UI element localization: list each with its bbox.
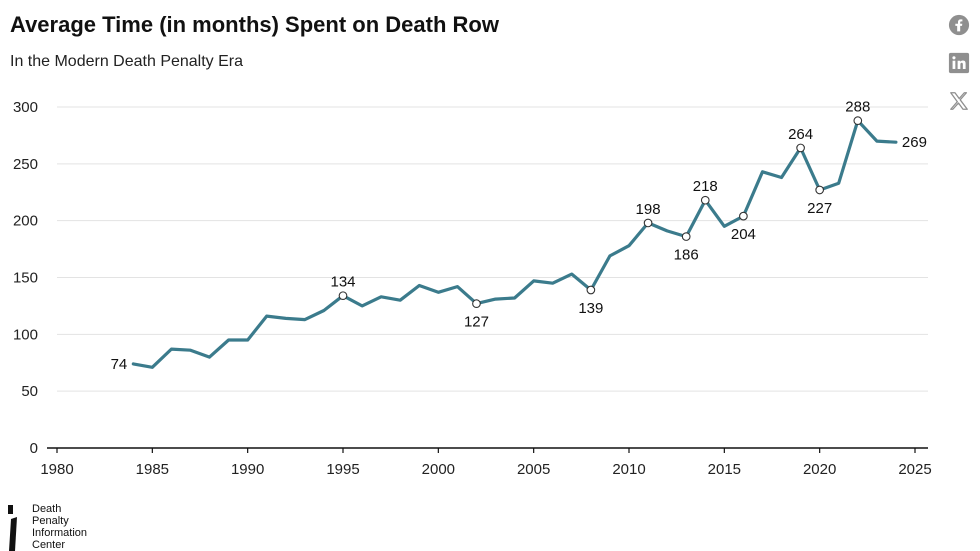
data-point-marker [472, 299, 481, 308]
data-label: 218 [693, 178, 718, 195]
x-tick-label: 1990 [231, 461, 264, 478]
data-point-marker [681, 232, 691, 241]
chart-subtitle: In the Modern Death Penalty Era [10, 53, 244, 70]
x-tick-label: 2000 [422, 461, 455, 478]
data-label: 288 [845, 99, 870, 116]
logo-line: Death [32, 503, 62, 515]
y-tick-label: 150 [13, 270, 38, 287]
y-tick-label: 100 [13, 326, 38, 343]
chart-title: Average Time (in months) Spent on Death … [10, 12, 499, 37]
x-tick-label: 2010 [612, 461, 645, 478]
data-point-marker [643, 218, 653, 228]
logo-mark-icon [8, 505, 17, 551]
data-label: 134 [330, 274, 355, 291]
linkedin-icon[interactable] [948, 52, 970, 74]
data-point-marker [586, 285, 596, 295]
x-tick-label: 1985 [136, 461, 169, 478]
logo-line: Penalty [32, 515, 69, 527]
x-tick-label: 1980 [40, 461, 73, 478]
y-tick-label: 50 [21, 383, 38, 400]
x-tick-label: 2015 [708, 461, 741, 478]
data-label: 269 [902, 134, 927, 151]
y-tick-label: 200 [13, 213, 38, 230]
data-label: 74 [111, 356, 128, 373]
data-label: 186 [674, 247, 699, 264]
data-label: 198 [636, 201, 661, 218]
logo-line: Information [32, 527, 88, 539]
x-tick-label: 2020 [803, 461, 836, 478]
data-point-marker [796, 143, 805, 153]
data-point-marker [700, 195, 710, 205]
y-tick-label: 250 [13, 156, 38, 173]
data-label: 227 [807, 200, 832, 217]
x-tick-label: 2005 [517, 461, 550, 478]
data-label: 139 [578, 300, 603, 317]
y-tick-label: 300 [13, 99, 38, 116]
x-tick-label: 1995 [326, 461, 359, 478]
data-label: 264 [788, 126, 813, 143]
data-point-marker [815, 185, 825, 195]
series-line [131, 118, 898, 369]
dpic-logo: Death Penalty Information Center [8, 503, 87, 551]
x-tick-label: 2025 [898, 461, 931, 478]
y-tick-label: 0 [30, 440, 38, 457]
share-toolbar [946, 14, 972, 112]
data-point-marker [853, 116, 863, 125]
data-point-marker [739, 211, 748, 221]
facebook-icon[interactable] [948, 14, 970, 36]
logo-line: Center [32, 539, 66, 551]
x-icon[interactable] [948, 90, 970, 112]
data-point-marker [338, 291, 348, 301]
data-label: 127 [464, 314, 489, 331]
logo-text: Death Penalty Information Center [32, 503, 87, 551]
data-label: 204 [731, 226, 756, 243]
